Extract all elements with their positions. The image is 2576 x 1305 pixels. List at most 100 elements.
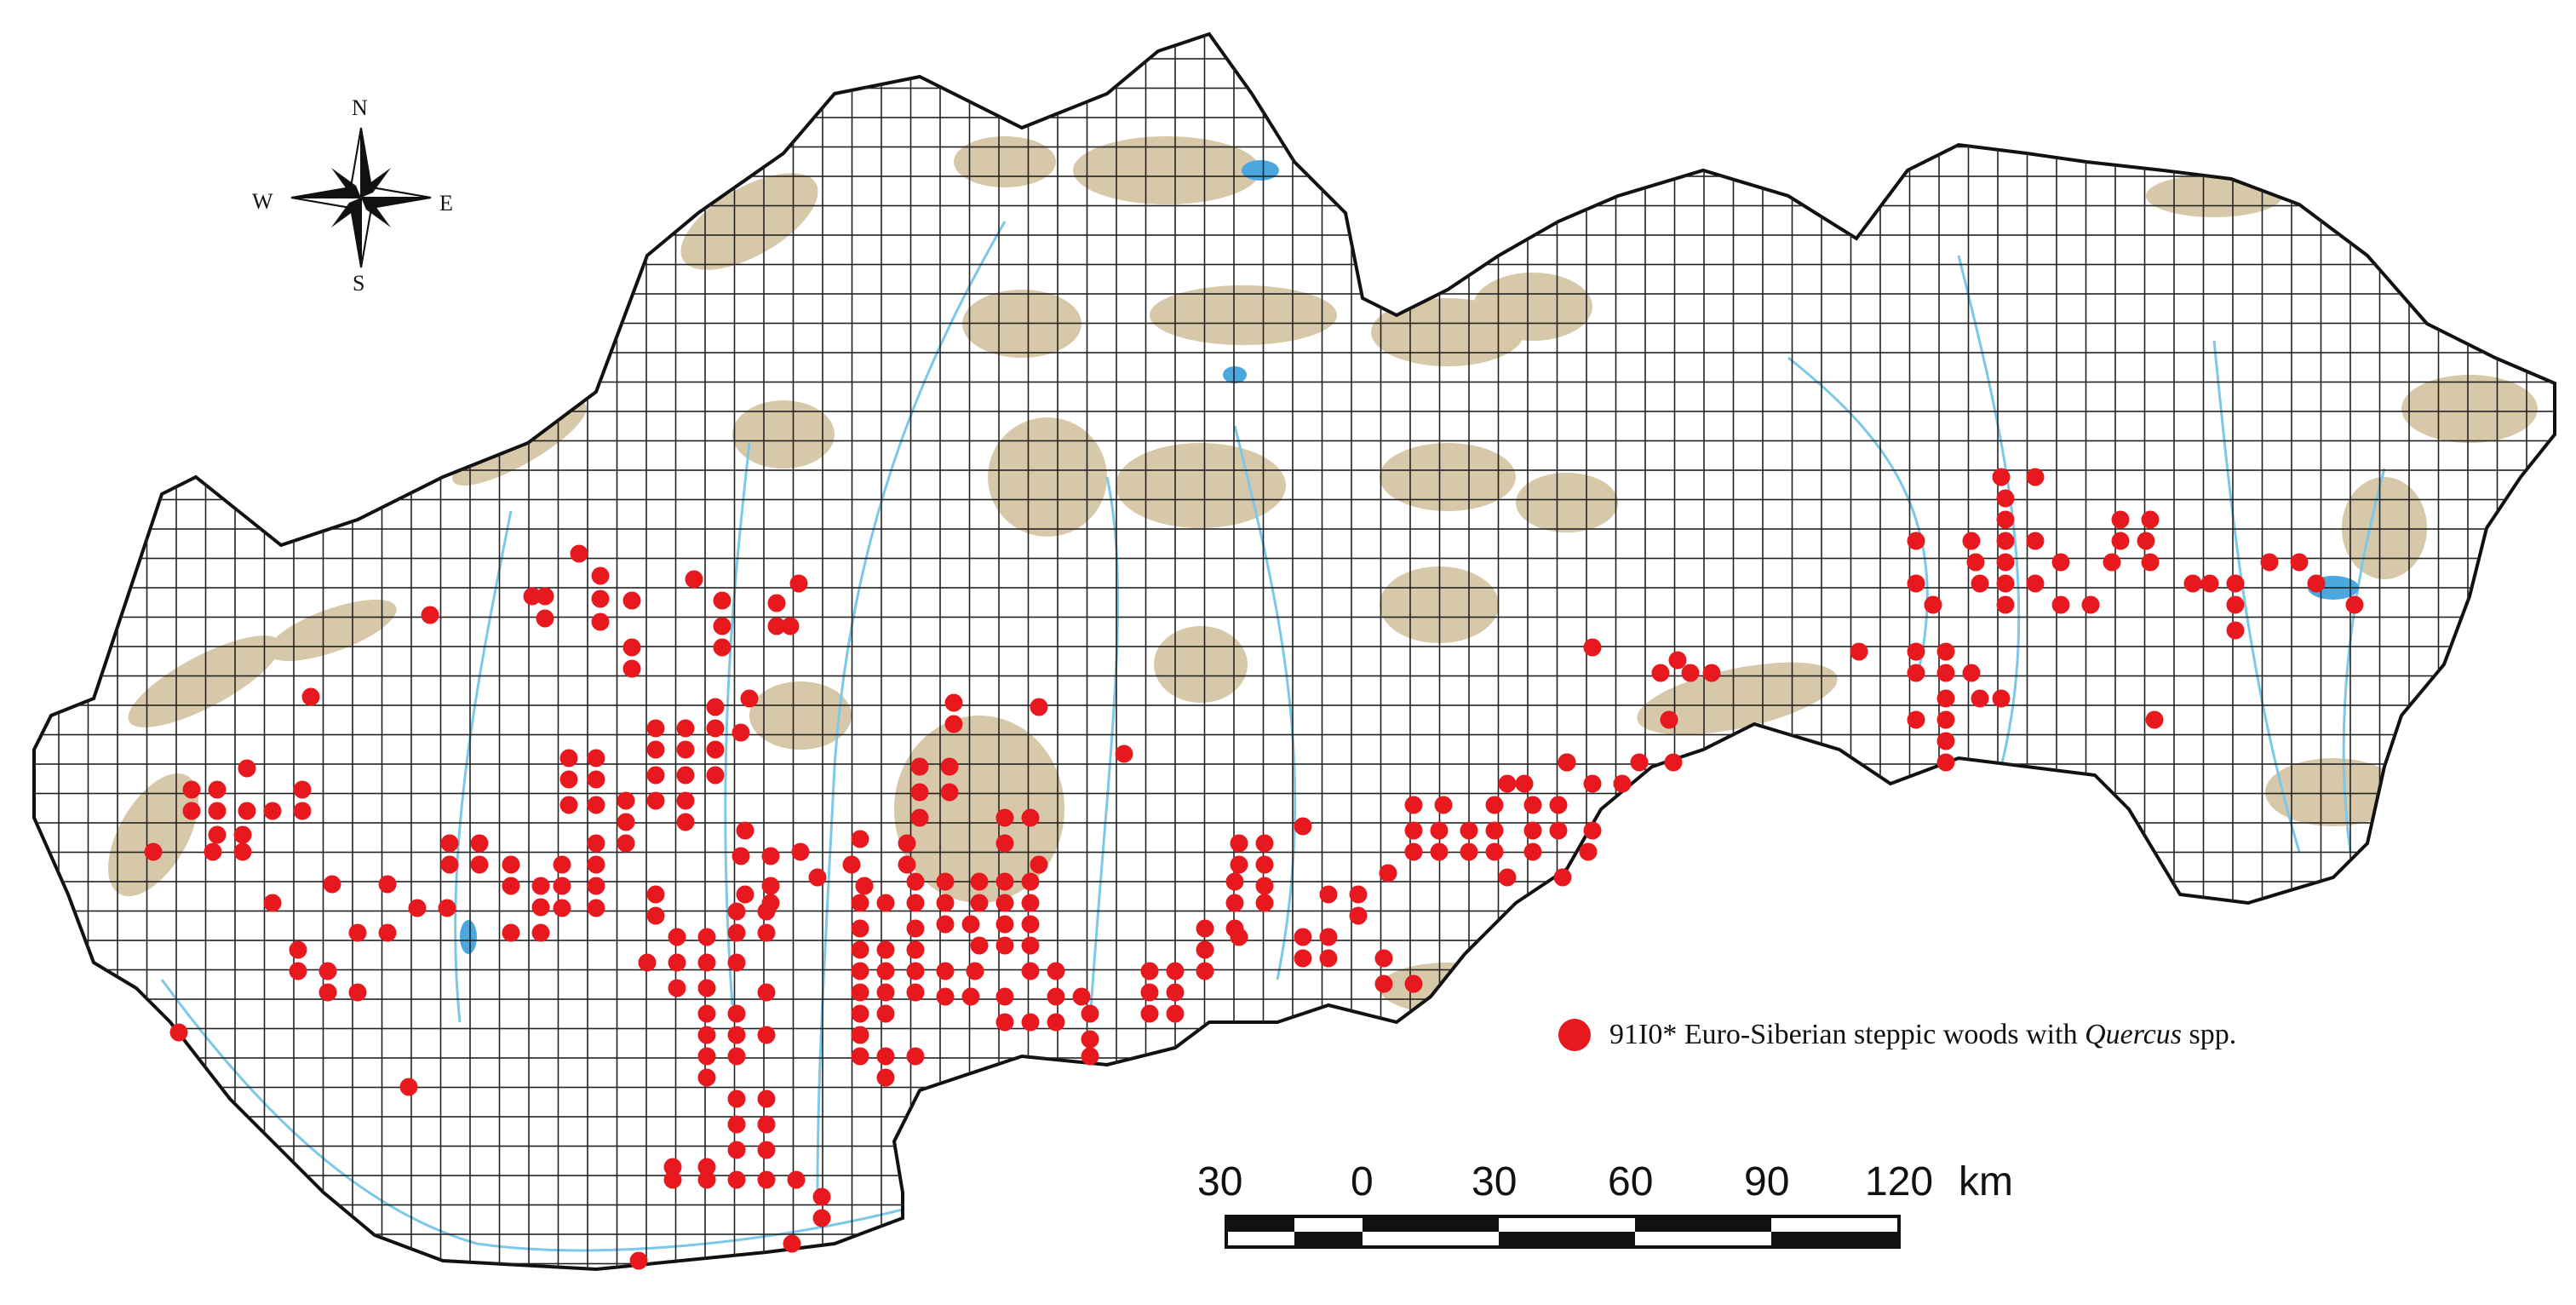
- occurrence-marker: [697, 953, 716, 972]
- occurrence-points: [144, 468, 2364, 1270]
- occurrence-marker: [208, 780, 227, 799]
- occurrence-marker: [995, 936, 1014, 955]
- occurrence-marker: [263, 802, 282, 820]
- occurrence-marker: [706, 719, 725, 738]
- occurrence-marker: [1379, 864, 1397, 882]
- compass-west-label: W: [252, 189, 273, 214]
- occurrence-marker: [1936, 710, 1955, 729]
- occurrence-marker: [2111, 532, 2130, 550]
- occurrence-marker: [1196, 962, 1214, 980]
- occurrence-marker: [767, 617, 786, 635]
- occurrence-marker: [622, 659, 641, 678]
- occurrence-marker: [1924, 595, 1942, 614]
- occurrence-marker: [842, 855, 861, 874]
- occurrence-marker: [617, 834, 635, 853]
- occurrence-marker: [761, 877, 780, 895]
- occurrence-marker: [2226, 621, 2245, 640]
- occurrence-marker: [697, 1047, 716, 1066]
- occurrence-marker: [876, 1004, 895, 1023]
- occurrence-marker: [553, 877, 571, 895]
- occurrence-marker: [668, 928, 686, 946]
- occurrence-marker: [731, 847, 750, 865]
- occurrence-marker: [851, 940, 869, 959]
- occurrence-marker: [697, 979, 716, 997]
- occurrence-marker: [1430, 842, 1449, 861]
- occurrence-marker: [995, 1013, 1014, 1032]
- occurrence-marker: [736, 821, 754, 840]
- occurrence-marker: [2145, 710, 2164, 729]
- occurrence-marker: [1549, 821, 1568, 840]
- occurrence-marker: [789, 574, 808, 593]
- occurrence-marker: [727, 1141, 746, 1159]
- occurrence-marker: [1498, 774, 1517, 793]
- occurrence-marker: [906, 872, 925, 891]
- occurrence-marker: [940, 783, 959, 802]
- occurrence-marker: [812, 1187, 831, 1206]
- occurrence-marker: [1996, 532, 2015, 550]
- occurrence-marker: [1907, 664, 1925, 682]
- occurrence-marker: [757, 983, 776, 1002]
- occurrence-marker: [2026, 532, 2045, 550]
- occurrence-marker: [1936, 732, 1955, 750]
- scale-unit-label: km: [1959, 1159, 2013, 1204]
- occurrence-marker: [676, 766, 695, 785]
- occurrence-marker: [169, 1023, 188, 1042]
- occurrence-marker: [727, 923, 746, 942]
- occurrence-marker: [1583, 821, 1602, 840]
- occurrence-marker: [1021, 894, 1040, 912]
- occurrence-marker: [727, 1170, 746, 1189]
- occurrence-marker: [757, 1026, 776, 1044]
- occurrence-marker: [1485, 842, 1504, 861]
- occurrence-marker: [617, 813, 635, 831]
- occurrence-marker: [502, 923, 520, 942]
- occurrence-marker: [1613, 774, 1632, 793]
- occurrence-marker: [2200, 574, 2219, 593]
- occurrence-marker: [1907, 574, 1925, 593]
- occurrence-marker: [706, 740, 725, 759]
- occurrence-marker: [440, 834, 459, 853]
- occurrence-marker: [757, 1141, 776, 1159]
- occurrence-marker: [553, 855, 571, 874]
- occurrence-marker: [727, 1026, 746, 1044]
- occurrence-marker: [791, 842, 810, 861]
- occurrence-marker: [238, 802, 256, 820]
- occurrence-marker: [767, 594, 786, 612]
- occurrence-marker: [1702, 664, 1721, 682]
- occurrence-marker: [1992, 468, 2011, 486]
- compass-south-label: S: [353, 271, 365, 296]
- occurrence-marker: [1430, 821, 1449, 840]
- occurrence-marker: [1030, 698, 1048, 716]
- occurrence-marker: [182, 780, 201, 799]
- occurrence-marker: [559, 770, 578, 789]
- occurrence-marker: [855, 877, 874, 895]
- occurrence-marker: [1374, 949, 1393, 968]
- occurrence-marker: [144, 842, 163, 861]
- occurrence-marker: [1081, 1004, 1099, 1023]
- occurrence-marker: [348, 923, 367, 942]
- occurrence-marker: [531, 898, 550, 917]
- occurrence-marker: [1294, 817, 1312, 836]
- occurrence-marker: [1230, 928, 1248, 946]
- occurrence-marker: [1936, 664, 1955, 682]
- occurrence-marker: [233, 825, 252, 844]
- occurrence-marker: [1907, 710, 1925, 729]
- occurrence-marker: [676, 719, 695, 738]
- occurrence-marker: [731, 723, 750, 742]
- occurrence-marker: [646, 719, 665, 738]
- occurrence-marker: [378, 875, 397, 894]
- occurrence-marker: [668, 979, 686, 997]
- occurrence-marker: [1660, 710, 1678, 729]
- occurrence-marker: [591, 612, 610, 631]
- occurrence-marker: [668, 953, 686, 972]
- occurrence-marker: [910, 808, 929, 827]
- occurrence-marker: [851, 1026, 869, 1044]
- occurrence-marker: [761, 847, 780, 865]
- occurrence-marker: [1485, 796, 1504, 814]
- occurrence-marker: [876, 894, 895, 912]
- occurrence-marker: [2290, 553, 2309, 572]
- occurrence-marker: [787, 1170, 806, 1189]
- occurrence-marker: [646, 740, 665, 759]
- occurrence-marker: [263, 894, 282, 912]
- occurrence-marker: [970, 894, 989, 912]
- occurrence-marker: [622, 638, 641, 657]
